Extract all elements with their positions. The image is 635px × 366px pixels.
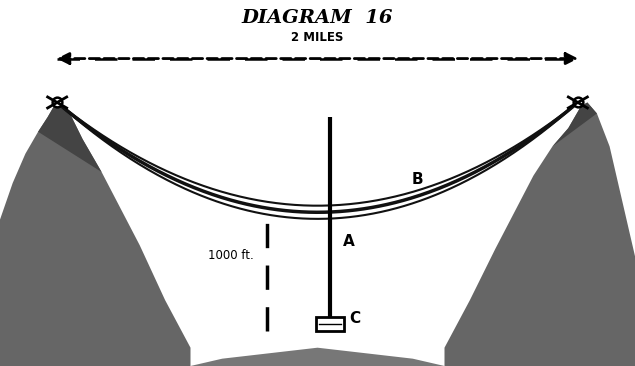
Polygon shape: [38, 102, 102, 172]
Text: C: C: [349, 311, 361, 326]
Polygon shape: [0, 348, 635, 366]
Text: 2 MILES: 2 MILES: [291, 31, 344, 44]
FancyBboxPatch shape: [316, 317, 344, 331]
Polygon shape: [0, 102, 190, 366]
Text: A: A: [343, 234, 355, 249]
Text: 1000 ft.: 1000 ft.: [208, 249, 254, 262]
Text: B: B: [411, 172, 423, 187]
Polygon shape: [444, 102, 635, 366]
Text: DIAGRAM  16: DIAGRAM 16: [242, 9, 393, 27]
Polygon shape: [552, 102, 597, 146]
